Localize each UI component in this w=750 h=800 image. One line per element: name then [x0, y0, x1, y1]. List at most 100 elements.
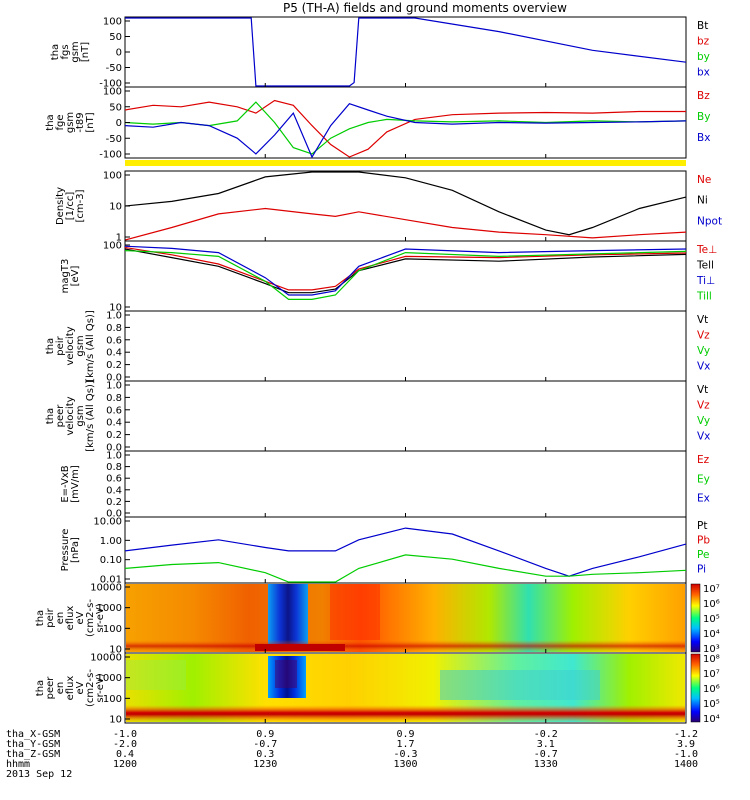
y-axis-label: [km/s (All Qs)] — [85, 310, 96, 382]
legend-entry: by — [697, 51, 710, 63]
ephem-value: 0.9 — [396, 729, 414, 740]
y-tick-label: 0 — [116, 118, 122, 129]
ephem-value: -2.0 — [113, 739, 137, 750]
y-tick-label: 0.4 — [106, 418, 122, 429]
colorbar-label: 10⁷ — [703, 669, 720, 680]
legend-entry: Bt — [697, 20, 708, 32]
y-tick-label: 10000 — [90, 583, 122, 594]
y-axis-label: [nT] — [85, 112, 96, 132]
legend-entry: Vz — [697, 400, 710, 412]
y-tick-label: 50 — [109, 102, 122, 113]
y-axis-label: gsm — [70, 41, 81, 62]
y-tick-label: 100 — [103, 241, 122, 252]
ephem-label: tha_Y-GSM — [6, 739, 60, 750]
y-tick-label: 10.00 — [93, 517, 122, 528]
y-tick-label: 0 — [116, 48, 122, 59]
legend-entry: Npot — [697, 215, 722, 227]
y-tick-label: -50 — [106, 63, 122, 74]
y-axis-label: [nT] — [80, 42, 91, 62]
ephem-value: 1400 — [674, 759, 698, 770]
y-axis-label: en — [55, 682, 66, 695]
date-label: 2013 Sep 12 — [6, 769, 72, 780]
colorbar-label: 10⁶ — [703, 684, 720, 695]
ephem-value: 0.4 — [116, 749, 134, 760]
y-tick-label: 1.00 — [100, 536, 122, 547]
legend-entry: Vy — [697, 345, 710, 357]
colorbar-label: 10⁵ — [703, 614, 720, 625]
series-line-bx — [125, 17, 687, 87]
legend-entry: Ez — [697, 454, 710, 466]
peir-spectrogram — [126, 584, 685, 652]
legend-entry: Vx — [697, 361, 710, 373]
series-line-By — [124, 101, 687, 155]
y-tick-label: -100 — [99, 150, 122, 161]
y-tick-label: 10 — [109, 715, 122, 726]
y-tick-label: 100 — [103, 17, 122, 28]
y-tick-label: -50 — [106, 134, 122, 145]
series-line-Pe — [124, 554, 687, 583]
legend-entry: Pb — [697, 535, 710, 547]
y-axis-label: [km/s (All Qs)] — [85, 380, 96, 452]
y-axis-label: eV — [75, 681, 86, 694]
legend-entry: Ex — [697, 493, 710, 505]
y-tick-label: 100 — [103, 694, 122, 705]
legend-entry: Bx — [697, 132, 710, 144]
y-axis-label: velocity — [65, 326, 76, 365]
y-tick-label: 0.6 — [106, 474, 122, 485]
ephem-value: 1300 — [393, 759, 417, 770]
y-tick-label: 0.01 — [100, 575, 122, 586]
y-tick-label: 0.2 — [106, 430, 122, 441]
y-tick-label: 100 — [103, 87, 122, 98]
y-tick-label: 0.6 — [106, 335, 122, 346]
legend-entry: Vy — [697, 415, 710, 427]
y-axis-label: fge — [55, 114, 66, 130]
y-tick-label: 10 — [109, 645, 122, 656]
y-axis-label: tha — [45, 408, 56, 424]
legend-entry: bx — [697, 67, 710, 79]
y-axis-label: peir — [55, 335, 66, 355]
y-axis-label: Pressure — [60, 529, 71, 572]
legend-entry: Ne — [697, 174, 711, 186]
legend-entry: Tell — [696, 260, 714, 272]
ephem-value: -0.7 — [534, 749, 558, 760]
legend-entry: Vx — [697, 431, 710, 443]
y-axis-label: [eV] — [70, 266, 81, 287]
y-axis-label: [mV/m] — [70, 465, 81, 503]
y-tick-label: 0.10 — [100, 555, 122, 566]
colorbar-peir — [690, 583, 701, 653]
y-axis-label: (cm2-s- — [85, 669, 96, 707]
y-axis-label: tha — [45, 114, 56, 130]
y-axis-label: fgs — [60, 44, 71, 59]
y-tick-label: 1.0 — [106, 311, 122, 322]
ephem-value: 3.1 — [537, 739, 555, 750]
y-tick-label: 0.0 — [106, 373, 122, 384]
colorbar-peer — [690, 653, 701, 723]
y-tick-label: 0.2 — [106, 497, 122, 508]
y-tick-label: 1.0 — [106, 381, 122, 392]
legend-entry: Pt — [697, 520, 707, 532]
y-axis-label: tha — [50, 44, 61, 60]
series-line-Tell — [124, 248, 687, 294]
colorbar-label: 10⁵ — [703, 699, 720, 710]
y-tick-label: 1000 — [97, 603, 122, 614]
series-line-Ne — [124, 207, 687, 241]
y-tick-label: 0.4 — [106, 348, 122, 359]
y-tick-label: 0.8 — [106, 462, 122, 473]
ephem-value: 0.3 — [256, 749, 274, 760]
y-axis-label: velocity — [65, 396, 76, 435]
legend-entry: Ey — [697, 473, 710, 485]
y-axis-label: tha — [35, 680, 46, 696]
legend-entry: Pe — [697, 549, 709, 561]
legend-entry: Pi — [697, 564, 706, 576]
legend-entry: Ni — [697, 195, 708, 207]
legend-entry: Till — [696, 291, 712, 303]
ephem-label: hhmm — [6, 759, 30, 770]
series-line-Pi — [124, 527, 687, 577]
colorbar-label: 10³ — [703, 644, 720, 655]
colorbar-label: 10⁶ — [703, 599, 720, 610]
ephem-value: 1330 — [534, 759, 558, 770]
legend-entry: Bz — [697, 90, 710, 102]
legend-entry: Te⊥ — [696, 244, 717, 256]
ephem-label: tha_X-GSM — [6, 729, 60, 740]
y-axis-label: eV — [75, 611, 86, 624]
